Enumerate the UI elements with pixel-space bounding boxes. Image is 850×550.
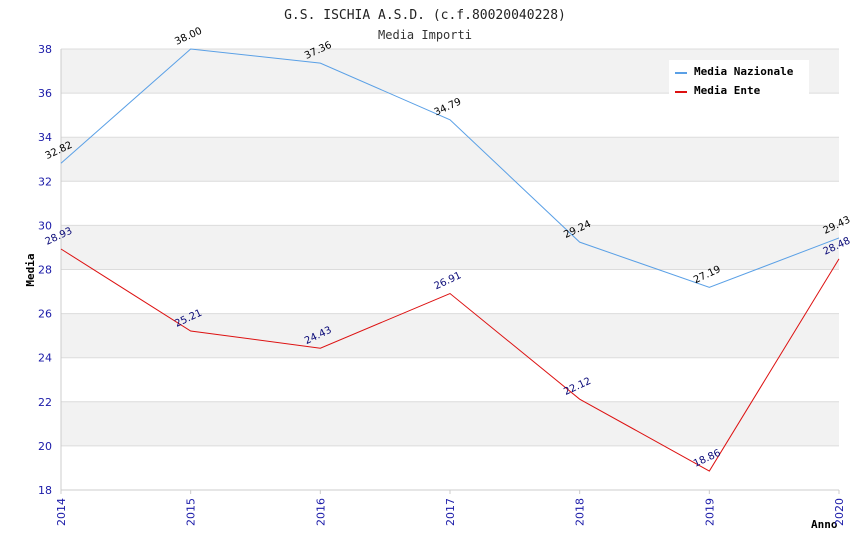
plot-bands — [61, 49, 839, 490]
legend-label-nazionale: Media Nazionale — [694, 65, 794, 78]
x-tick-label: 2019 — [703, 498, 716, 526]
plot-band — [61, 225, 839, 270]
y-tick-labels: 18 20 22 24 26 28 30 32 34 36 38 — [38, 43, 52, 497]
y-tick-label: 34 — [38, 131, 52, 144]
legend: Media Nazionale Media Ente — [669, 60, 809, 98]
plot-band — [61, 181, 839, 226]
plot-band — [61, 137, 839, 182]
y-tick-label: 38 — [38, 43, 52, 56]
y-tick-label: 22 — [38, 396, 52, 409]
plot-band — [61, 313, 839, 358]
data-label: 38.00 — [173, 26, 204, 48]
plot-band — [61, 445, 839, 490]
x-tick-label: 2018 — [574, 498, 587, 526]
legend-box — [669, 60, 809, 98]
plot-band — [61, 357, 839, 402]
y-tick-label: 18 — [38, 484, 52, 497]
y-tick-label: 26 — [38, 308, 52, 321]
x-tick-label: 2016 — [314, 498, 327, 526]
x-tick-label: 2015 — [185, 498, 198, 526]
y-tick-label: 36 — [38, 87, 52, 100]
legend-label-ente: Media Ente — [694, 84, 761, 97]
plot-band — [61, 269, 839, 314]
x-axis-label: Anno — [811, 518, 838, 531]
series-line-media-nazionale — [60, 48, 840, 288]
x-tick-label: 2020 — [833, 498, 846, 526]
plot-band — [61, 93, 839, 138]
series-lines — [60, 48, 840, 472]
series-line-media-ente — [60, 248, 840, 472]
x-tick-label: 2014 — [55, 498, 68, 526]
plot-band — [61, 401, 839, 446]
chart-subtitle: Media Importi — [378, 28, 472, 42]
y-tick-label: 30 — [38, 219, 52, 232]
x-tick-labels: 2014 2015 2016 2017 2018 2019 2020 — [55, 490, 846, 526]
y-tick-label: 20 — [38, 440, 52, 453]
chart-title: G.S. ISCHIA A.S.D. (c.f.80020040228) — [284, 8, 566, 23]
x-tick-label: 2017 — [444, 498, 457, 526]
y-tick-label: 32 — [38, 175, 52, 188]
y-axis-label: Media — [24, 253, 37, 286]
y-tick-label: 24 — [38, 352, 52, 365]
y-tick-label: 28 — [38, 264, 52, 277]
